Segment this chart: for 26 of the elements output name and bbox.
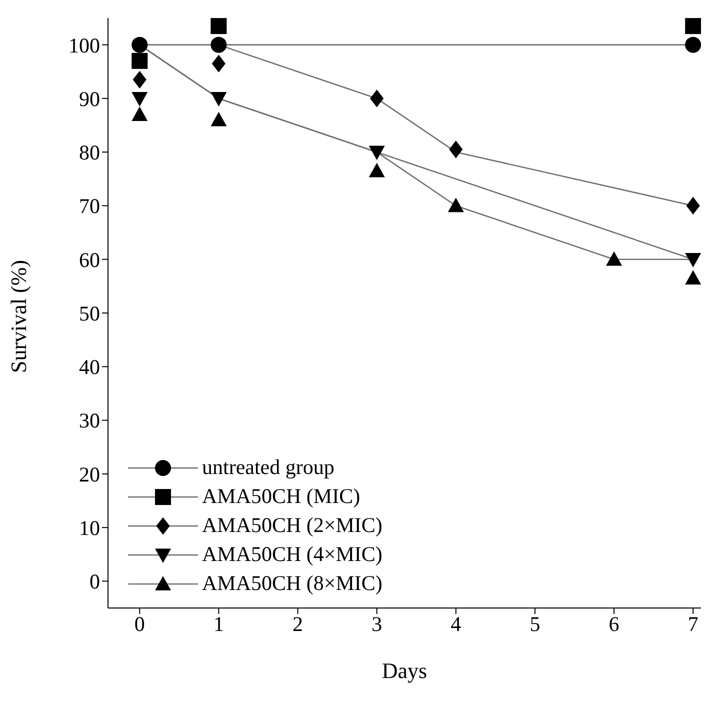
legend-label: untreated group bbox=[202, 455, 334, 480]
y-tick-label: 50 bbox=[79, 301, 100, 326]
y-tick-label: 60 bbox=[79, 248, 100, 272]
x-tick-label: 2 bbox=[292, 612, 304, 636]
y-tick-label: 70 bbox=[79, 194, 100, 218]
y-tick-label: 40 bbox=[79, 355, 100, 380]
y-tick-label: 10 bbox=[79, 516, 100, 540]
legend-label: AMA50CH (8×MIC) bbox=[202, 571, 382, 596]
legend-label: AMA50CH (4×MIC) bbox=[202, 542, 382, 567]
y-tick-label: 90 bbox=[79, 86, 100, 111]
legend-label: AMA50CH (2×MIC) bbox=[202, 513, 382, 538]
x-tick-label: 7 bbox=[688, 612, 698, 636]
y-axis-title: Survival (%) bbox=[6, 260, 31, 373]
y-tick-label: 0 bbox=[90, 570, 100, 594]
x-tick-label: 1 bbox=[213, 612, 224, 636]
y-tick-label: 20 bbox=[79, 462, 100, 486]
y-tick-label: 30 bbox=[79, 408, 100, 433]
x-tick-label: 6 bbox=[608, 612, 620, 636]
y-tick-label: 80 bbox=[79, 140, 100, 165]
x-tick-label: 4 bbox=[450, 612, 462, 636]
x-tick-label: 0 bbox=[134, 612, 145, 636]
x-tick-label: 5 bbox=[530, 612, 540, 636]
y-tick-label: 100 bbox=[68, 33, 100, 58]
legend-label: AMA50CH (MIC) bbox=[202, 484, 360, 509]
x-tick-label: 3 bbox=[372, 612, 382, 636]
x-axis-title: Days bbox=[382, 658, 428, 683]
